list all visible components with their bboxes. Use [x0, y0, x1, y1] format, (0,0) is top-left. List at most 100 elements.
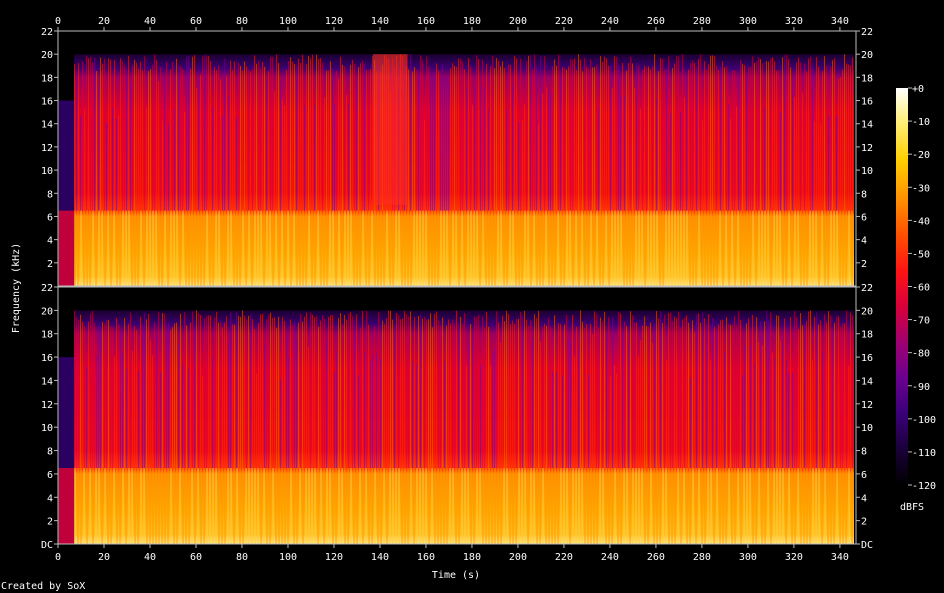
texture-stripes	[74, 310, 854, 469]
y-tick-label-left: 22	[41, 283, 53, 294]
low-band-texture	[74, 468, 854, 544]
y-tick-label-right: 18	[861, 330, 873, 341]
x-tick-label-bottom: 260	[647, 552, 665, 563]
y-tick-label-left: 22	[41, 27, 53, 38]
y-tick-label-left: 6	[47, 470, 53, 481]
x-tick-label-bottom: 20	[98, 552, 110, 563]
y-tick-label-left: 6	[47, 212, 53, 223]
x-tick-label-bottom: 340	[831, 552, 849, 563]
y-tick-label-left: 18	[41, 73, 53, 84]
x-tick-label-bottom: 320	[785, 552, 803, 563]
y-tick-label-left: 14	[41, 376, 53, 387]
y-tick-label-right: 4	[861, 493, 867, 504]
y-tick-label-right: 8	[861, 189, 867, 200]
x-tick-label-top: 240	[601, 16, 619, 27]
y-tick-label-left: 4	[47, 236, 53, 247]
colorbar-gradient	[896, 88, 908, 485]
channel-2-spectrogram	[57, 286, 857, 545]
y-tick-label-left: DC	[41, 540, 53, 551]
colorbar-tick-label: -30	[912, 183, 930, 194]
y-tick-label-right: 20	[861, 50, 873, 61]
y-tick-label-right: 14	[861, 376, 873, 387]
x-tick-label-bottom: 60	[190, 552, 202, 563]
x-tick-label-top: 160	[417, 16, 435, 27]
x-tick-label-bottom: 80	[236, 552, 248, 563]
spectrogram-panels	[57, 30, 857, 545]
y-tick-label-left: 20	[41, 50, 53, 61]
y-tick-label-right: 20	[861, 306, 873, 317]
x-tick-label-top: 200	[509, 16, 527, 27]
y-tick-label-right: 4	[861, 236, 867, 247]
y-tick-label-right: 16	[861, 97, 873, 108]
y-tick-label-left: 10	[41, 423, 53, 434]
y-tick-label-left: 20	[41, 306, 53, 317]
x-tick-label-top: 120	[325, 16, 343, 27]
colorbar: +0 -10 -20 -30 -40 -50 -60 -70 -80 -90 -100 -110 -12…	[896, 84, 936, 513]
colorbar-label: dBFS	[900, 502, 924, 513]
channel-1-spectrogram	[57, 30, 857, 287]
colorbar-tick-label: -10	[912, 117, 930, 128]
x-tick-label-bottom: 40	[144, 552, 156, 563]
y-tick-label-right: 22	[861, 27, 873, 38]
y-tick-label-right: 16	[861, 353, 873, 364]
y-tick-label-left: 12	[41, 400, 53, 411]
colorbar-tick-label: -100	[912, 415, 936, 426]
x-tick-label-top: 340	[831, 16, 849, 27]
intro-band-high	[58, 468, 75, 544]
x-tick-label-bottom: 180	[463, 552, 481, 563]
y-tick-label-left: 4	[47, 493, 53, 504]
x-tick-label-top: 280	[693, 16, 711, 27]
y-tick-label-right: 22	[861, 283, 873, 294]
x-tick-label-top: 180	[463, 16, 481, 27]
credit-text: Created by SoX	[1, 581, 85, 592]
plot-frame	[57, 286, 857, 545]
y-tick-label-right: 8	[861, 447, 867, 458]
x-tick-label-top: 40	[144, 16, 156, 27]
y-tick-label-left: 8	[47, 189, 53, 200]
y-tick-label-left: 2	[47, 517, 53, 528]
x-tick-label-bottom: 240	[601, 552, 619, 563]
colorbar-tick-label: -50	[912, 249, 930, 260]
y-tick-label-left: 16	[41, 353, 53, 364]
texture-stripes	[74, 54, 854, 211]
x-tick-label-top: 0	[55, 16, 61, 27]
colorbar-ticks: +0 -10 -20 -30 -40 -50 -60 -70 -80 -90 -100 -110 -12…	[908, 84, 936, 492]
x-tick-label-top: 220	[555, 16, 573, 27]
colorbar-tick-label: -110	[912, 448, 936, 459]
x-tick-label-top: 80	[236, 16, 248, 27]
x-tick-label-bottom: 160	[417, 552, 435, 563]
colorbar-tick-label: +0	[912, 84, 924, 95]
y-tick-label-left: 12	[41, 143, 53, 154]
colorbar-tick-label: -70	[912, 316, 930, 327]
colorbar-tick-label: -60	[912, 283, 930, 294]
y-tick-label-right: 2	[861, 259, 867, 270]
x-tick-label-top: 300	[739, 16, 757, 27]
x-tick-label-bottom: 300	[739, 552, 757, 563]
x-tick-label-top: 60	[190, 16, 202, 27]
y-tick-label-right: DC	[861, 540, 873, 551]
x-tick-label-top: 320	[785, 16, 803, 27]
colorbar-tick-label: -120	[912, 481, 936, 492]
y-tick-label-left: 14	[41, 120, 53, 131]
x-tick-label-top: 260	[647, 16, 665, 27]
colorbar-tick-label: -90	[912, 382, 930, 393]
colorbar-tick-label: -20	[912, 150, 930, 161]
y-tick-label-left: 18	[41, 330, 53, 341]
x-tick-label-bottom: 200	[509, 552, 527, 563]
y-tick-label-right: 14	[861, 120, 873, 131]
colorbar-tick-label: -80	[912, 349, 930, 360]
x-tick-label-bottom: 100	[279, 552, 297, 563]
y-tick-label-left: 2	[47, 259, 53, 270]
y-tick-label-right: 12	[861, 143, 873, 154]
plot-frame	[57, 30, 857, 287]
x-tick-label-bottom: 0	[55, 552, 61, 563]
x-tick-label-bottom: 140	[371, 552, 389, 563]
y-tick-label-right: 10	[861, 166, 873, 177]
x-tick-label-top: 20	[98, 16, 110, 27]
intro-band-high	[58, 210, 75, 286]
x-axis-label: Time (s)	[432, 570, 480, 581]
y-tick-label-left: 8	[47, 447, 53, 458]
y-tick-label-left: 10	[41, 166, 53, 177]
